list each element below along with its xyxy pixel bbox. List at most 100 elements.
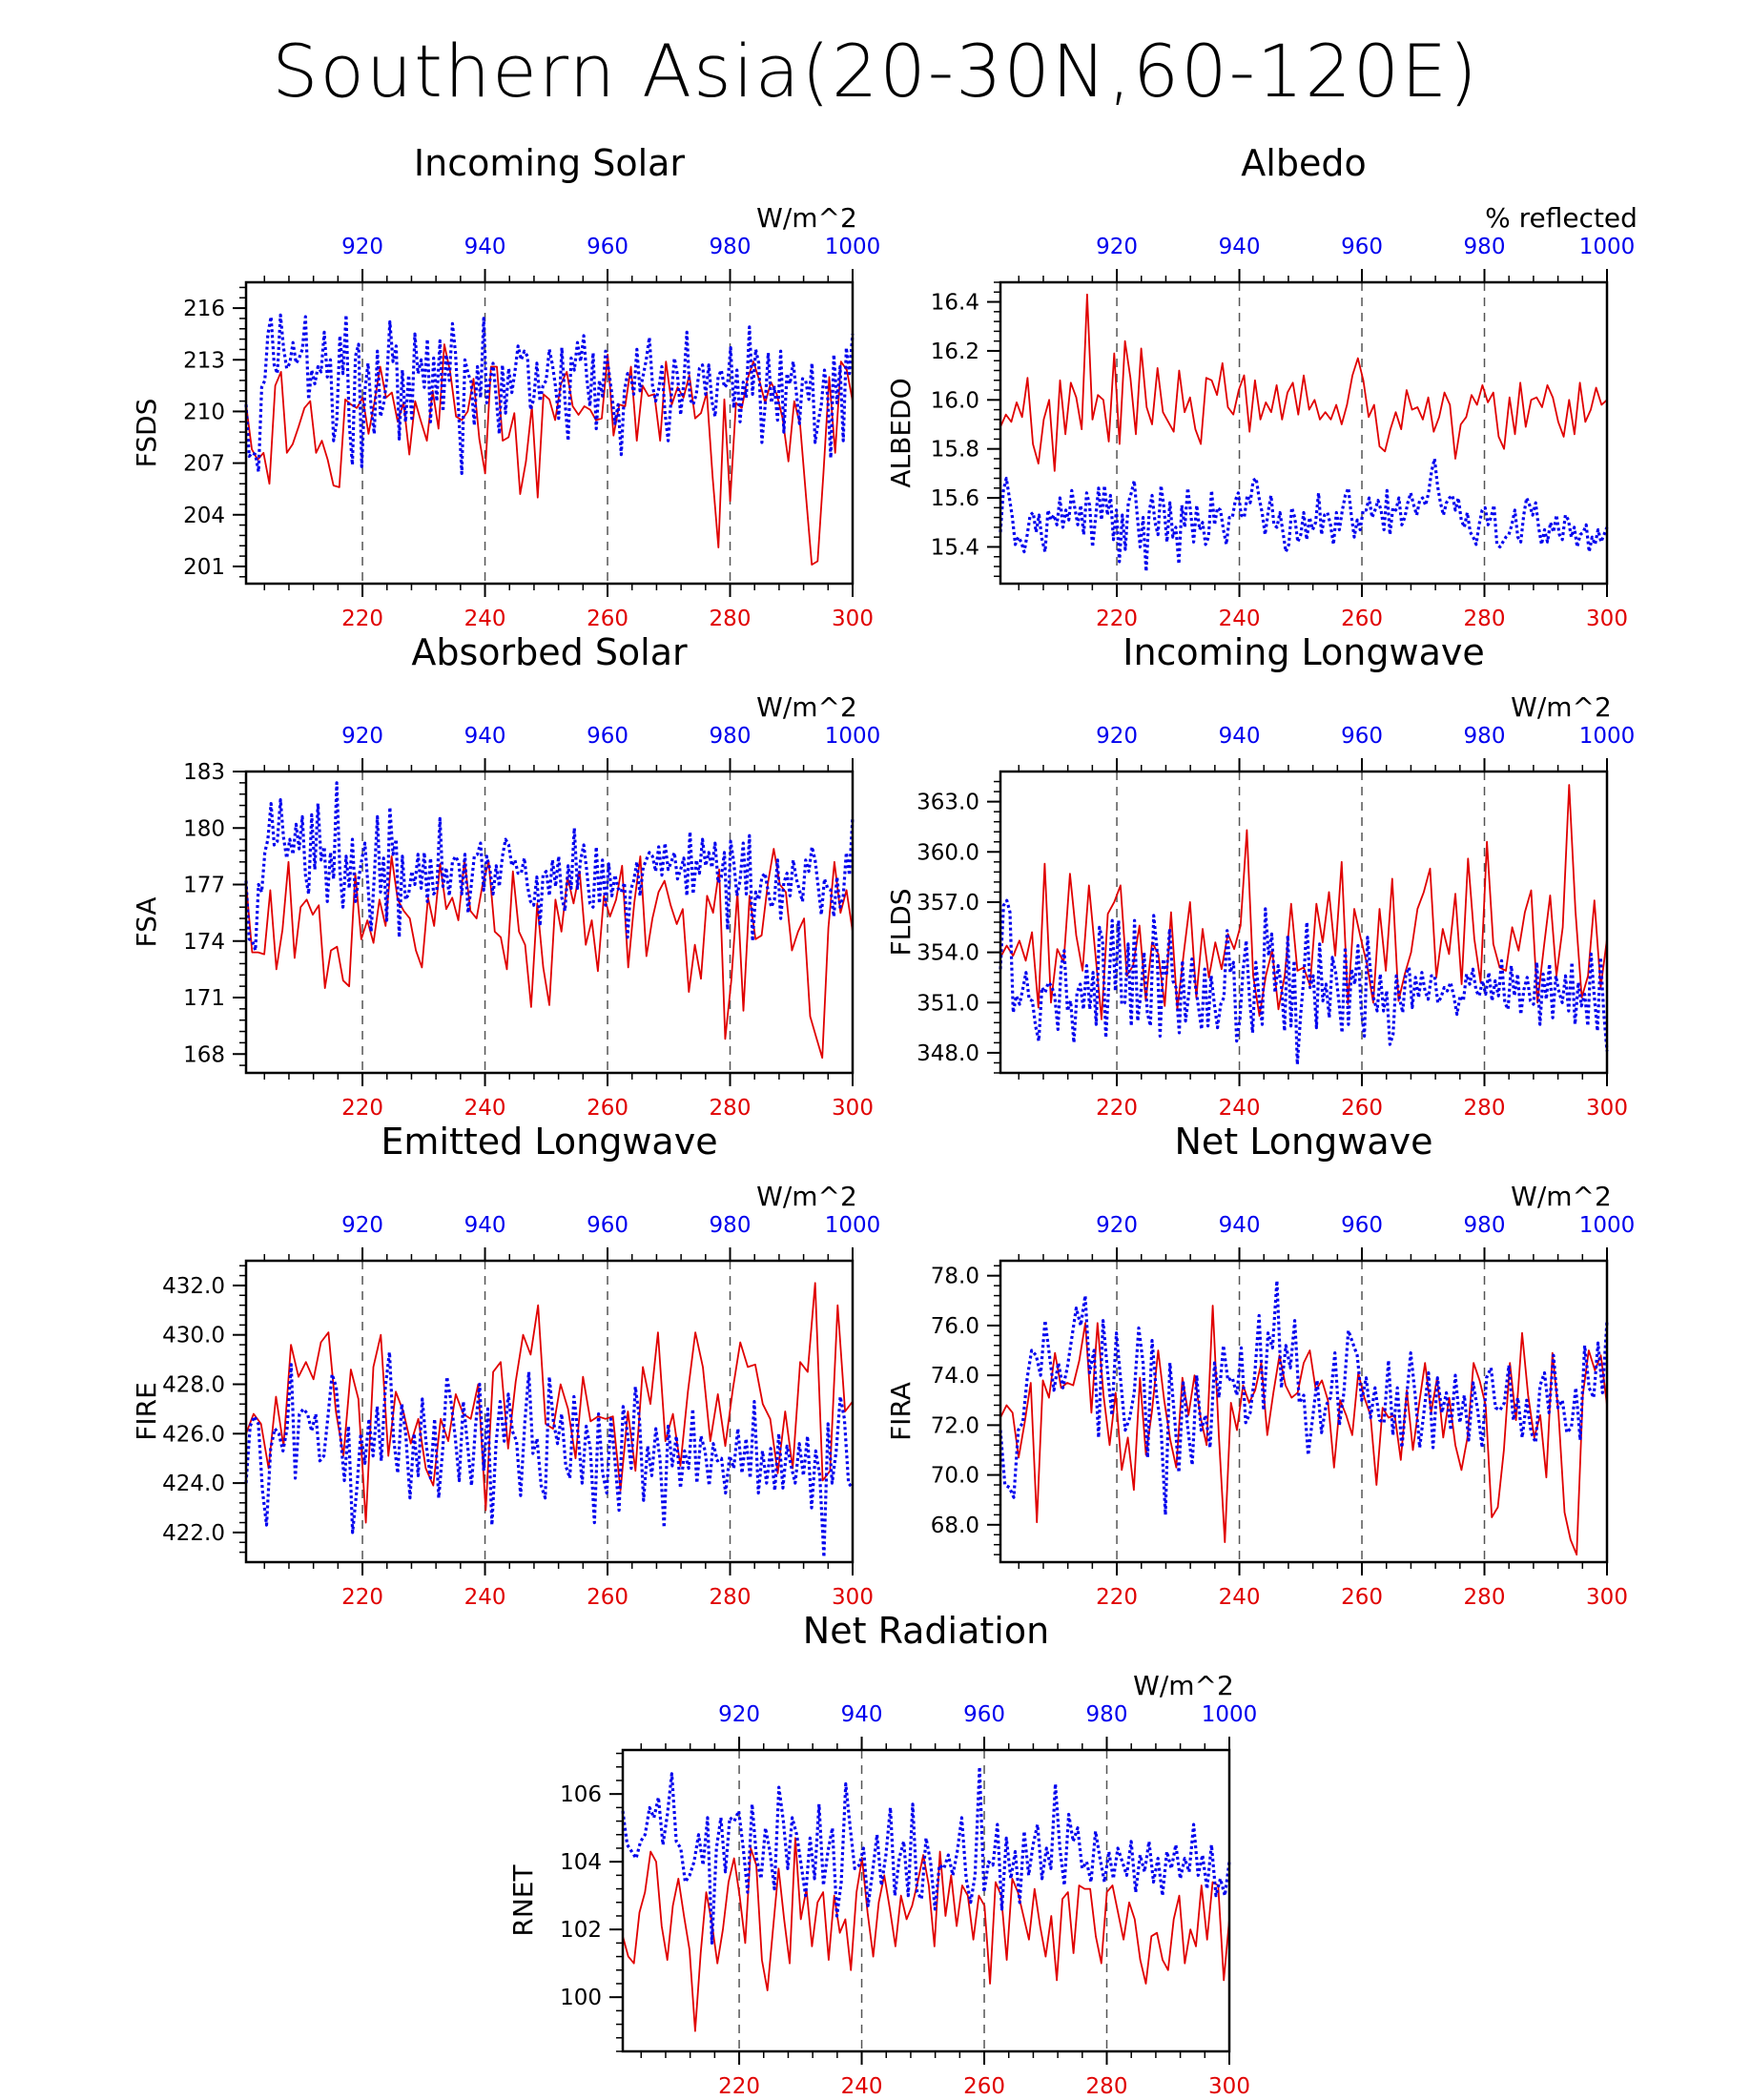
x-tick-label-bottom: 240 bbox=[464, 1585, 506, 1610]
y-tick-label: 357.0 bbox=[917, 891, 979, 916]
y-tick-label: 422.0 bbox=[162, 1521, 225, 1546]
series-line-red bbox=[245, 1282, 854, 1524]
y-tick-label: 168 bbox=[183, 1042, 225, 1067]
x-tick-label-top: 920 bbox=[718, 1702, 760, 1727]
x-tick-label-top: 1000 bbox=[825, 235, 881, 259]
chart-panel-albedo: Albedo % reflected 15.4 15.6 15.8 16.0 16.2 16.… bbox=[885, 142, 1638, 631]
x-tick-label-top: 940 bbox=[464, 1213, 506, 1238]
y-axis-label: FSDS bbox=[131, 399, 162, 468]
y-tick-label: 210 bbox=[183, 400, 225, 424]
x-tick-label-top: 960 bbox=[1341, 235, 1383, 259]
x-tick-label-bottom: 300 bbox=[1586, 1585, 1628, 1610]
panel-title: Emitted Longwave bbox=[381, 1121, 717, 1163]
x-tick-label-top: 920 bbox=[341, 724, 383, 749]
x-tick-label-top: 920 bbox=[341, 235, 383, 259]
x-tick-label-top: 960 bbox=[587, 1213, 628, 1238]
x-tick-label-bottom: 260 bbox=[1341, 1585, 1383, 1610]
y-axis-label: RNET bbox=[507, 1864, 539, 1937]
panel-title: Albedo bbox=[1241, 142, 1366, 184]
y-tick-label: 177 bbox=[183, 874, 225, 898]
series-line-red bbox=[999, 293, 1608, 472]
series-line-blue bbox=[244, 781, 855, 953]
series-line-blue bbox=[244, 313, 855, 475]
y-tick-label: 72.0 bbox=[931, 1413, 979, 1438]
y-tick-label: 171 bbox=[183, 986, 225, 1011]
x-tick-label-top: 920 bbox=[341, 1213, 383, 1238]
series-line-blue bbox=[999, 457, 1609, 573]
x-tick-label-top: 980 bbox=[710, 724, 752, 749]
x-tick-label-top: 980 bbox=[710, 235, 752, 259]
x-tick-label-bottom: 220 bbox=[1096, 1585, 1138, 1610]
x-tick-label-top: 960 bbox=[587, 235, 628, 259]
x-tick-label-bottom: 220 bbox=[341, 1096, 383, 1121]
y-tick-label: 207 bbox=[183, 452, 225, 477]
figure-title: Southern Asia(20-30N,60-120E) bbox=[272, 29, 1479, 113]
x-tick-label-bottom: 260 bbox=[587, 1585, 628, 1610]
x-tick-label-bottom: 280 bbox=[710, 607, 752, 631]
x-tick-label-bottom: 260 bbox=[1341, 1096, 1383, 1121]
x-tick-label-bottom: 220 bbox=[341, 1585, 383, 1610]
x-tick-label-bottom: 280 bbox=[710, 1096, 752, 1121]
y-axis-label: ALBEDO bbox=[885, 378, 917, 487]
y-tick-label: 102 bbox=[560, 1918, 602, 1943]
x-tick-label-top: 940 bbox=[1219, 235, 1261, 259]
x-tick-label-top: 980 bbox=[1464, 235, 1506, 259]
x-tick-label-bottom: 260 bbox=[1341, 607, 1383, 631]
y-axis-label: FIRE bbox=[131, 1382, 162, 1441]
series-line-blue bbox=[244, 1350, 855, 1559]
x-tick-label-top: 940 bbox=[464, 235, 506, 259]
y-tick-label: 106 bbox=[560, 1782, 602, 1807]
chart-panel-rnet: Net Radiation W/m^2 100 102 104 106 220 240 260 2… bbox=[507, 1610, 1257, 2099]
plot-frame bbox=[621, 1748, 1231, 2053]
y-tick-label: 432.0 bbox=[162, 1274, 225, 1299]
y-tick-label: 360.0 bbox=[917, 840, 979, 865]
panel-title: Net Longwave bbox=[1175, 1121, 1433, 1163]
x-tick-label-bottom: 280 bbox=[1086, 2074, 1128, 2099]
panel-title: Incoming Solar bbox=[414, 142, 686, 184]
x-tick-label-bottom: 260 bbox=[587, 1096, 628, 1121]
chart-panel-fsa: Absorbed Solar W/m^2 168 171 174 177 180 183 220… bbox=[131, 631, 880, 1121]
panel-title: Absorbed Solar bbox=[411, 631, 688, 673]
y-tick-label: 216 bbox=[183, 297, 225, 321]
y-tick-label: 213 bbox=[183, 348, 225, 373]
panel-title: Net Radiation bbox=[803, 1610, 1049, 1652]
x-tick-label-bottom: 280 bbox=[1464, 1585, 1506, 1610]
y-tick-label: 354.0 bbox=[917, 941, 979, 966]
x-tick-label-bottom: 220 bbox=[341, 607, 383, 631]
x-tick-label-top: 920 bbox=[1096, 1213, 1138, 1238]
plot-frame bbox=[999, 770, 1609, 1075]
x-tick-label-bottom: 240 bbox=[841, 2074, 883, 2099]
series-line-blue bbox=[999, 1279, 1609, 1517]
y-tick-label: 16.0 bbox=[931, 388, 979, 413]
x-tick-label-bottom: 240 bbox=[1219, 1096, 1261, 1121]
y-tick-label: 74.0 bbox=[931, 1364, 979, 1389]
unit-label: W/m^2 bbox=[756, 1181, 857, 1212]
x-tick-label-bottom: 240 bbox=[1219, 1585, 1261, 1610]
x-tick-label-top: 940 bbox=[841, 1702, 883, 1727]
x-tick-label-bottom: 260 bbox=[963, 2074, 1005, 2099]
x-tick-label-bottom: 300 bbox=[832, 607, 874, 631]
series-line-blue bbox=[621, 1765, 1231, 1946]
y-tick-label: 68.0 bbox=[931, 1513, 979, 1538]
x-tick-label-bottom: 240 bbox=[1219, 607, 1261, 631]
y-tick-label: 430.0 bbox=[162, 1324, 225, 1349]
x-tick-label-bottom: 260 bbox=[587, 607, 628, 631]
x-tick-label-top: 940 bbox=[1219, 1213, 1261, 1238]
x-tick-label-bottom: 280 bbox=[1464, 607, 1506, 631]
y-axis-label: FSA bbox=[131, 896, 162, 947]
y-tick-label: 78.0 bbox=[931, 1265, 979, 1289]
y-tick-label: 183 bbox=[183, 760, 225, 785]
y-tick-label: 76.0 bbox=[931, 1314, 979, 1339]
x-tick-label-bottom: 220 bbox=[718, 2074, 760, 2099]
y-tick-label: 15.6 bbox=[931, 486, 979, 511]
panel-title: Incoming Longwave bbox=[1123, 631, 1484, 673]
y-axis-label: FIRA bbox=[885, 1382, 917, 1441]
y-tick-label: 100 bbox=[560, 1986, 602, 2010]
unit-label: % reflected bbox=[1485, 202, 1638, 234]
x-tick-label-bottom: 300 bbox=[1586, 607, 1628, 631]
chart-panel-fira: Net Longwave W/m^2 68.0 70.0 72.0 74.0 76.0 78.… bbox=[885, 1121, 1635, 1610]
unit-label: W/m^2 bbox=[756, 202, 857, 234]
x-tick-label-top: 920 bbox=[1096, 724, 1138, 749]
x-tick-label-top: 940 bbox=[1219, 724, 1261, 749]
